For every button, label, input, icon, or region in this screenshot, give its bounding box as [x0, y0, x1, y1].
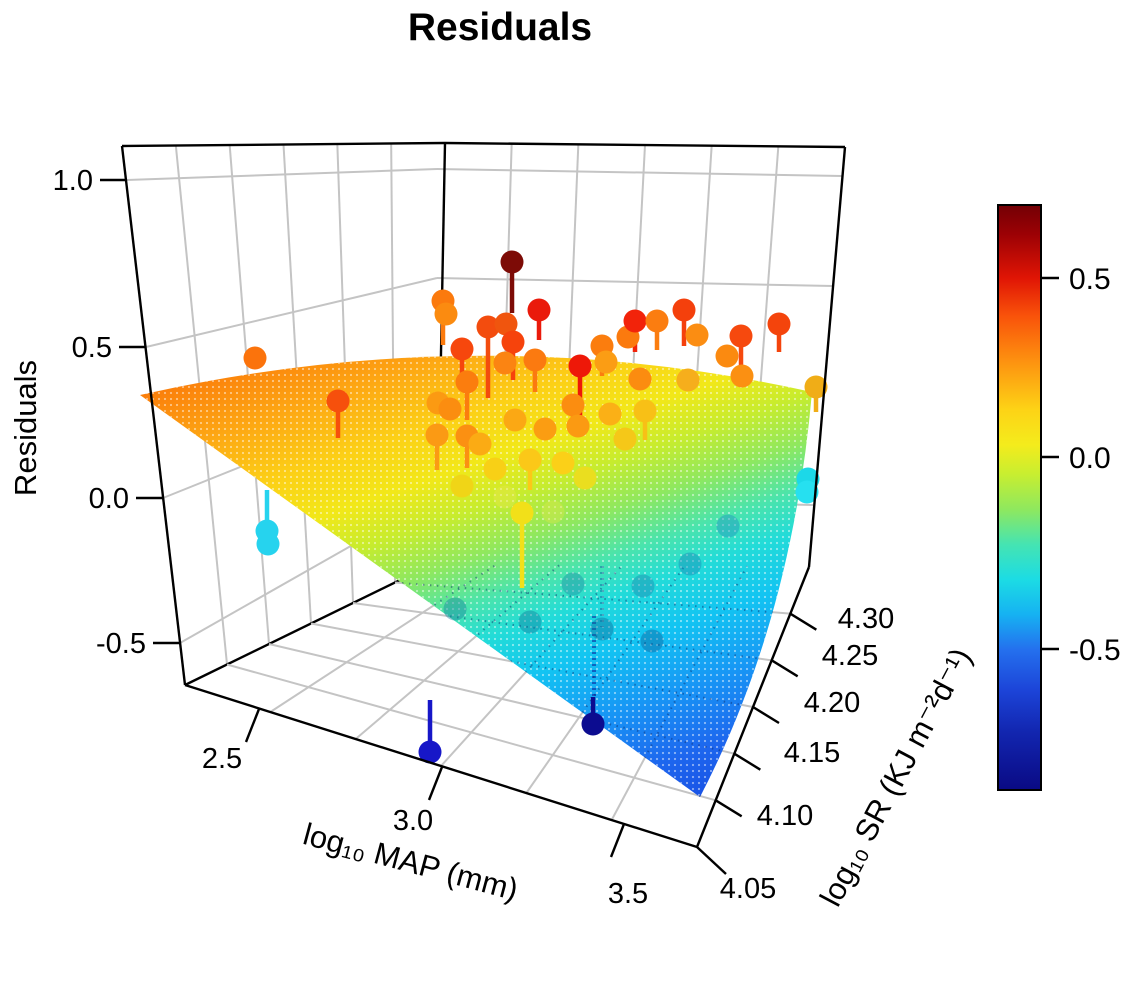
scatter-point — [501, 330, 525, 354]
scatter-points — [243, 250, 828, 764]
scatter-point — [804, 375, 828, 399]
y-axis-title: log₁₀ SR (KJ m⁻²d⁻¹) — [813, 642, 979, 912]
scatter-point — [730, 364, 754, 388]
scatter-point — [523, 348, 547, 372]
scatter-point — [623, 309, 647, 333]
chart-title: Residuals — [407, 6, 593, 49]
scatter-point — [425, 423, 449, 447]
scatter-point — [715, 344, 739, 368]
scatter-point — [672, 298, 696, 322]
scatter-point-ghost — [678, 552, 702, 576]
scatter-point — [483, 457, 507, 481]
box-edges — [120, 141, 847, 849]
y-tick-label: 4.10 — [757, 800, 813, 832]
regression-surface — [140, 355, 812, 797]
scatter-point-ghost — [493, 485, 517, 509]
y-tick-label: 4.05 — [720, 873, 776, 905]
scatter-point — [455, 370, 479, 394]
scatter-point — [518, 448, 542, 472]
scatter-point — [476, 315, 500, 339]
scatter-point — [594, 350, 618, 374]
scatter-point — [581, 712, 605, 736]
z-tick-label: -0.5 — [96, 628, 146, 660]
scatter-point-ghost — [443, 597, 467, 621]
points-below-surface — [443, 485, 740, 700]
x-tick-label: 2.5 — [202, 743, 242, 775]
scatter-point — [566, 414, 590, 438]
scatter-point — [510, 501, 534, 525]
scatter-point — [500, 250, 524, 274]
scatter-point — [551, 451, 575, 475]
colorbar-tick-label: 0.5 — [1069, 263, 1111, 296]
scatter-point — [795, 480, 819, 504]
scatter-point — [633, 399, 657, 423]
colorbar-tick-label: -0.5 — [1069, 634, 1121, 667]
scatter-point — [503, 408, 527, 432]
scatter-point-ghost — [541, 500, 565, 524]
scatter-point — [628, 367, 652, 391]
scatter-point — [573, 466, 597, 490]
y-tick-label: 4.30 — [838, 603, 894, 635]
scatter-point — [561, 393, 585, 417]
scatter-point — [256, 532, 280, 556]
z-tick-label: 0.5 — [72, 332, 112, 364]
y-tick-label: 4.20 — [804, 687, 860, 719]
y-tick-label: 4.25 — [822, 640, 878, 672]
scatter-point — [418, 740, 442, 764]
scatter-point — [326, 389, 350, 413]
scatter-point-ghost — [716, 514, 740, 538]
scatter-point — [434, 302, 458, 326]
z-tick-label: 0.0 — [89, 483, 129, 515]
scatter-point — [468, 432, 492, 456]
z-axis: 1.0 0.5 0.0 -0.5 Residuals — [8, 165, 180, 660]
scatter-point — [613, 427, 637, 451]
colorbar-tick-label: 0.0 — [1069, 442, 1111, 475]
scatter-point — [450, 474, 474, 498]
scatter-point-ghost — [590, 617, 614, 641]
scatter-point — [533, 417, 557, 441]
colorbar: 0.5 0.0 -0.5 — [997, 204, 1121, 791]
scatter-point — [450, 337, 474, 361]
y-tick-label: 4.15 — [784, 737, 840, 769]
scatter-point — [568, 354, 592, 378]
x-tick-label: 3.5 — [608, 878, 648, 910]
z-axis-title: Residuals — [8, 360, 43, 496]
scatter-point — [676, 368, 700, 392]
scatter-point — [767, 312, 791, 336]
scatter-point-ghost — [518, 610, 542, 634]
scatter-point — [243, 346, 267, 370]
scatter-point — [685, 323, 709, 347]
scatter-point — [729, 324, 753, 348]
scatter-point-ghost — [631, 574, 655, 598]
scatter-point-ghost — [561, 572, 585, 596]
scatter-point-ghost — [640, 629, 664, 653]
z-tick-label: 1.0 — [53, 165, 93, 197]
scatter-point — [645, 309, 669, 333]
scatter-point — [438, 397, 462, 421]
x-tick-label: 3.0 — [393, 805, 433, 837]
scatter-point — [527, 298, 551, 322]
scatter-point — [493, 351, 517, 375]
scatter-point — [598, 402, 622, 426]
colorbar-gradient — [997, 204, 1042, 791]
scatter-point — [494, 312, 518, 336]
